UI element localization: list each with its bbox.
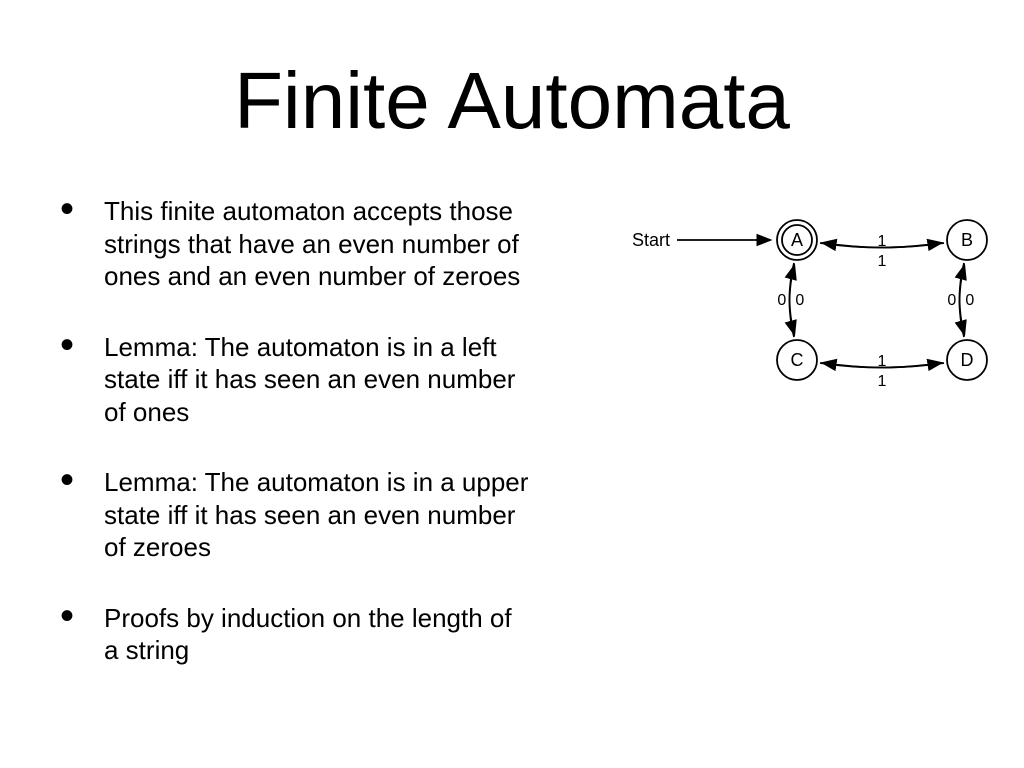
edge-label: 0	[965, 292, 974, 309]
state-label: D	[961, 350, 974, 370]
state-label: C	[791, 350, 804, 370]
edge-label: 0	[795, 292, 804, 309]
bullet-item: This finite automaton accepts those stri…	[60, 195, 530, 293]
edge-label: 1	[878, 253, 887, 270]
automaton-diagram: Start11000011ABCD	[597, 195, 1012, 405]
state-label: A	[791, 230, 803, 250]
slide-title: Finite Automata	[0, 55, 1024, 147]
bullet-list: This finite automaton accepts those stri…	[60, 195, 530, 705]
start-label: Start	[632, 230, 670, 250]
bullet-item: Lemma: The automaton is in a upper state…	[60, 466, 530, 564]
bullet-item: Lemma: The automaton is in a left state …	[60, 331, 530, 429]
state-label: B	[961, 230, 973, 250]
slide: Finite Automata This finite automaton ac…	[0, 0, 1024, 768]
edge-label: 0	[947, 292, 956, 309]
bullet-item: Proofs by induction on the length of a s…	[60, 602, 530, 667]
edge-label: 0	[777, 292, 786, 309]
edge-label: 1	[878, 373, 887, 390]
